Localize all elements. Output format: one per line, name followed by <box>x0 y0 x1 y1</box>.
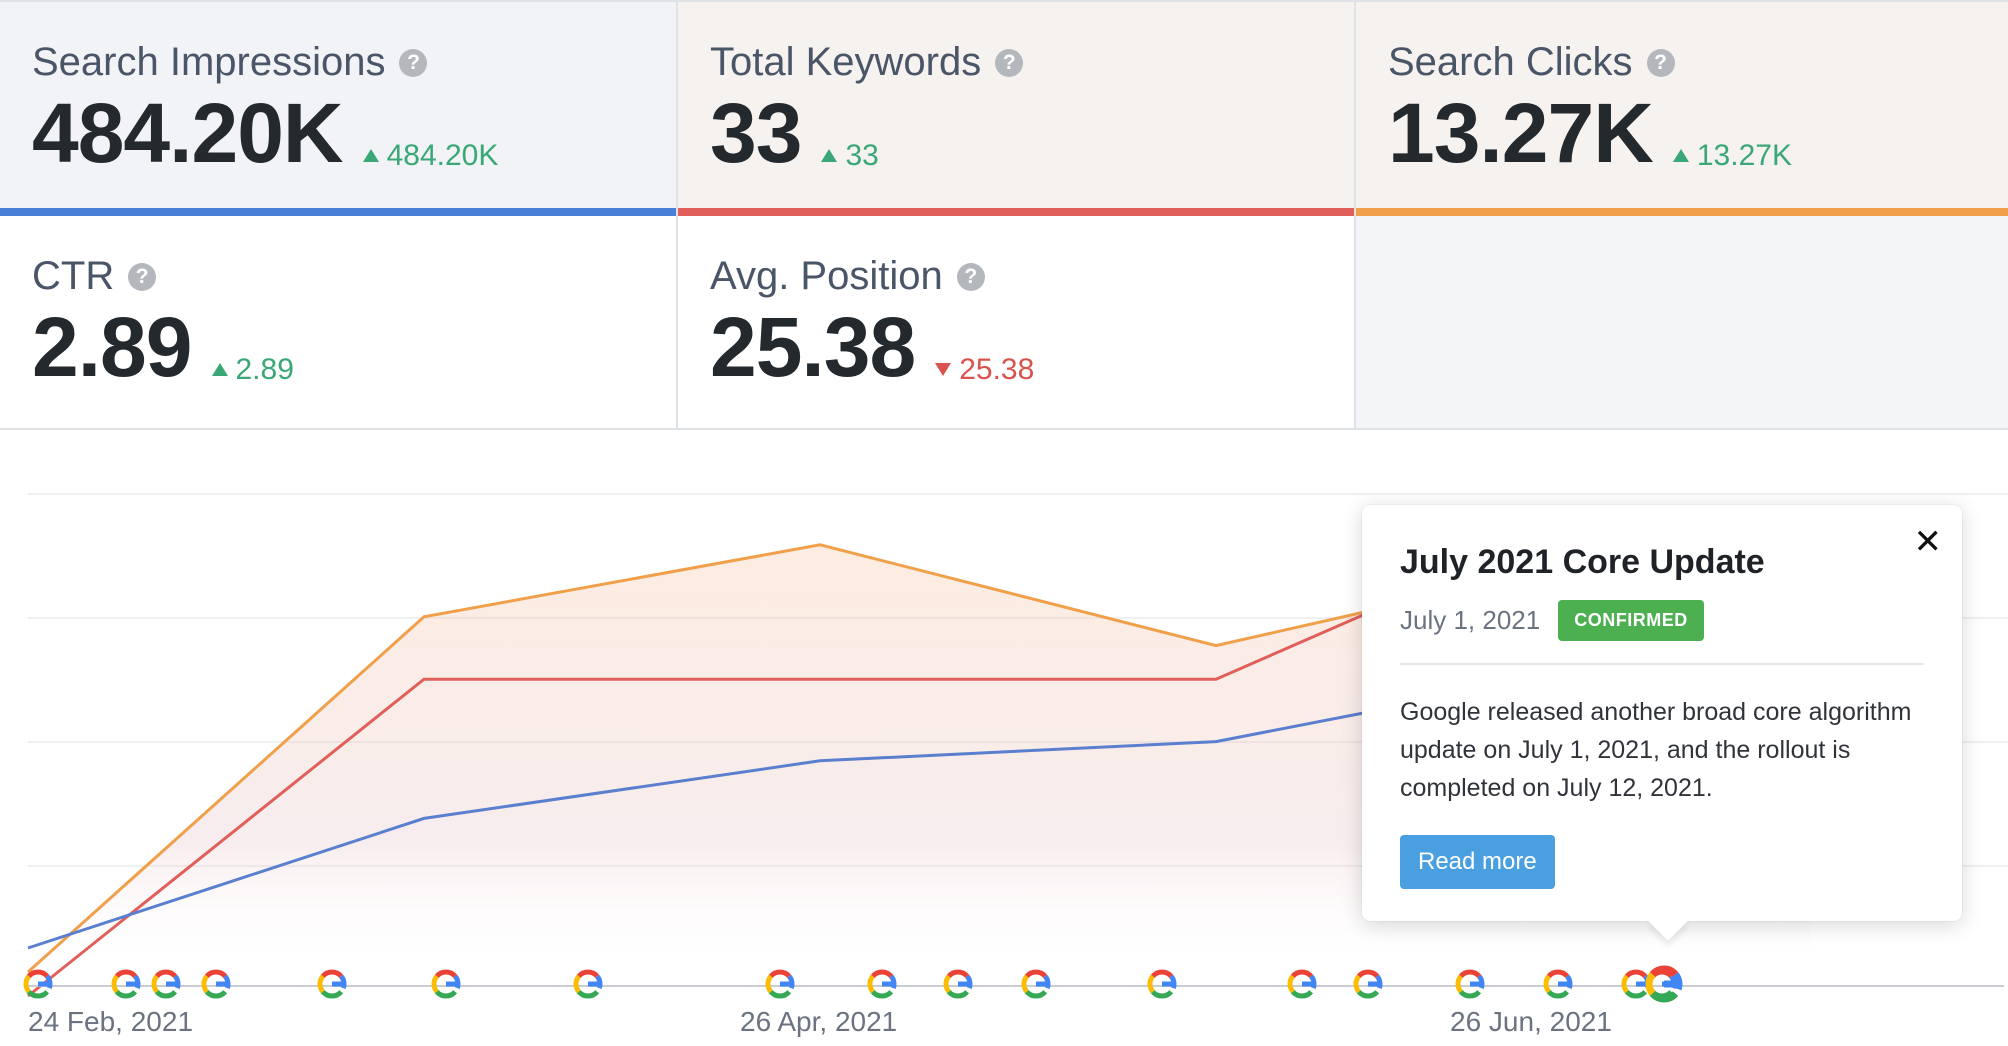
divider <box>1354 2 1356 428</box>
stat-label: Total Keywords <box>710 40 982 84</box>
stat-delta-value: 25.38 <box>959 352 1035 386</box>
stat-card-search-clicks[interactable]: Search Clicks? 13.27K 13.27K <box>1356 2 2008 216</box>
stat-delta: 484.20K <box>362 138 499 173</box>
empty-stat-slot <box>1356 216 2008 428</box>
arrow-up-icon <box>211 363 228 376</box>
google-g-icon[interactable] <box>1455 969 1485 999</box>
stats-panel: Search Impressions? 484.20K 484.20K Tota… <box>0 0 2008 430</box>
stat-delta: 2.89 <box>211 352 294 387</box>
stat-card-total-keywords[interactable]: Total Keywords? 33 33 <box>678 2 1354 216</box>
arrow-up-icon <box>821 149 838 162</box>
stat-label: Search Impressions <box>32 40 386 84</box>
read-more-button[interactable]: Read more <box>1400 835 1555 889</box>
stat-value: 33 <box>710 86 802 180</box>
x-tick-label: 24 Feb, 2021 <box>28 1006 194 1037</box>
status-badge: CONFIRMED <box>1558 600 1704 641</box>
google-g-icon[interactable] <box>765 969 795 999</box>
x-tick-label: 26 Jun, 2021 <box>1450 1006 1612 1037</box>
stat-card-search-impressions[interactable]: Search Impressions? 484.20K 484.20K <box>0 2 676 216</box>
stat-value: 25.38 <box>710 300 916 394</box>
algorithm-update-popup: ✕ July 2021 Core Update July 1, 2021 CON… <box>1362 505 1962 921</box>
accent-bar <box>0 208 676 216</box>
google-g-icon[interactable] <box>1287 969 1317 999</box>
accent-bar <box>1356 208 2008 216</box>
stat-delta-value: 484.20K <box>386 138 499 172</box>
stat-value: 484.20K <box>32 86 344 180</box>
google-g-icon[interactable] <box>573 969 603 999</box>
divider <box>1400 663 1924 665</box>
google-g-icon[interactable] <box>1021 969 1051 999</box>
google-g-icon[interactable] <box>1353 969 1383 999</box>
google-g-icon[interactable] <box>1621 969 1651 999</box>
x-tick-label: 26 Apr, 2021 <box>740 1006 898 1037</box>
arrow-up-icon <box>1672 149 1689 162</box>
stat-delta-value: 33 <box>845 138 879 172</box>
stat-delta-value: 13.27K <box>1696 138 1792 172</box>
stat-label: CTR <box>32 254 115 298</box>
google-g-icon[interactable] <box>317 969 347 999</box>
stat-delta-value: 2.89 <box>235 352 294 386</box>
stat-label: Search Clicks <box>1388 40 1633 84</box>
stat-card-avg-position[interactable]: Avg. Position? 25.38 25.38 <box>678 216 1354 428</box>
stat-delta: 25.38 <box>935 353 1034 387</box>
question-circle-icon[interactable]: ? <box>956 262 985 291</box>
question-circle-icon[interactable]: ? <box>995 48 1024 77</box>
google-g-icon[interactable] <box>943 969 973 999</box>
google-g-icon[interactable] <box>1147 969 1177 999</box>
stat-label: Avg. Position <box>710 254 943 298</box>
google-update-markers <box>23 965 1683 1003</box>
accent-bar <box>678 208 1354 216</box>
question-circle-icon[interactable]: ? <box>128 262 157 291</box>
stat-delta: 33 <box>821 138 879 173</box>
popup-description: Google released another broad core algor… <box>1400 698 1912 802</box>
stat-delta: 13.27K <box>1672 138 1792 173</box>
stat-card-ctr[interactable]: CTR? 2.89 2.89 <box>0 216 676 428</box>
arrow-down-icon <box>935 363 952 376</box>
google-g-icon[interactable] <box>151 969 181 999</box>
popup-title: July 2021 Core Update <box>1400 543 1765 581</box>
arrow-up-icon <box>362 149 379 162</box>
google-g-icon[interactable] <box>111 969 141 999</box>
question-circle-icon[interactable]: ? <box>1646 48 1675 77</box>
question-circle-icon[interactable]: ? <box>399 48 428 77</box>
close-icon[interactable]: ✕ <box>1913 523 1943 561</box>
google-g-icon[interactable] <box>867 969 897 999</box>
google-g-icon[interactable] <box>1543 969 1573 999</box>
stat-value: 2.89 <box>32 300 192 394</box>
divider <box>676 2 678 428</box>
google-g-icon[interactable] <box>201 969 231 999</box>
stat-value: 13.27K <box>1388 86 1654 180</box>
popup-date: July 1, 2021 <box>1400 605 1541 635</box>
google-g-icon[interactable] <box>23 969 53 999</box>
google-g-icon[interactable] <box>431 969 461 999</box>
google-g-icon[interactable] <box>1645 965 1683 1003</box>
